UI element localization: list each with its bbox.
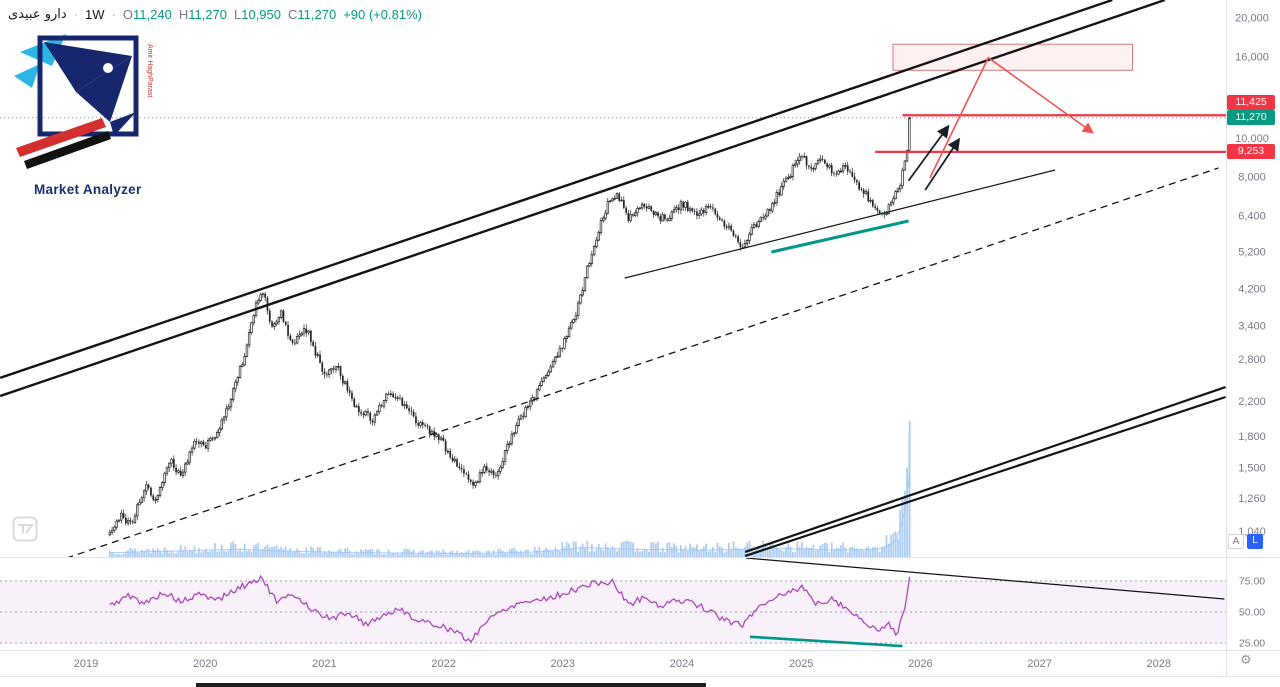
rsi-tick-label: 50.00 [1239, 607, 1265, 619]
high-value: 11,270 [188, 7, 227, 22]
candle-wicks [109, 117, 911, 537]
settings-icon[interactable]: ⚙ [1240, 652, 1252, 667]
channel-upper-inner[interactable] [0, 0, 1166, 398]
time-tick-label[interactable]: 2028 [1147, 658, 1171, 670]
ohlc-low: L 10,950 [234, 7, 281, 22]
open-label: O [122, 7, 134, 22]
auto-scale-button[interactable]: A [1228, 534, 1244, 549]
high-label: H [178, 7, 189, 22]
time-tick-label[interactable]: 2026 [908, 658, 932, 670]
price-tick-label: 1,500 [1238, 462, 1266, 474]
time-tick-label[interactable]: 2020 [193, 658, 217, 670]
black-arrow-2[interactable] [924, 137, 961, 191]
logo-title: Market Analyzer [34, 182, 142, 197]
symbol-name[interactable]: دارو عبیدی [8, 7, 67, 22]
time-tick-label[interactable]: 2027 [1027, 658, 1051, 670]
log-scale-button[interactable]: L [1247, 534, 1263, 549]
minor-trendline[interactable] [624, 169, 1056, 279]
timeframe-label[interactable]: 1W [85, 7, 105, 22]
price-tick-label: 2,200 [1238, 396, 1266, 408]
black-arrow-1[interactable] [907, 124, 950, 182]
time-tick-label[interactable]: 2024 [670, 658, 694, 670]
price-tick-label: 5,200 [1238, 247, 1266, 259]
volume-ma-line [109, 474, 910, 555]
low-value: 10,950 [241, 7, 281, 22]
bottom-edge-bar [196, 683, 706, 687]
last-price-badge[interactable]: 11,270 [1227, 110, 1275, 126]
rsi-tick-label: 25.00 [1239, 638, 1265, 650]
price-tick-label: 4,200 [1238, 284, 1266, 296]
time-tick-label[interactable]: 2022 [431, 658, 455, 670]
channel-upper-outer[interactable] [0, 0, 1113, 379]
teal-support-line[interactable] [771, 219, 909, 254]
price-tick-label: 1,800 [1238, 431, 1266, 443]
legend-separator: · [73, 7, 79, 22]
channel-lower-inner[interactable] [744, 395, 1226, 557]
candles-down [122, 156, 886, 524]
close-label: C [288, 7, 298, 22]
price-tick-label: 20,000 [1235, 13, 1269, 25]
time-tick-label[interactable]: 2025 [789, 658, 813, 670]
rsi-teal-line[interactable] [749, 635, 903, 648]
candles-up [108, 117, 911, 536]
ohlc-high: H 11,270 [179, 7, 227, 22]
projection-arrow[interactable] [929, 56, 1094, 179]
time-tick-label[interactable]: 2019 [74, 658, 98, 670]
price-tick-label: 3,400 [1238, 320, 1266, 332]
supply-zone[interactable] [892, 43, 1134, 71]
channel-lower-outer[interactable] [744, 386, 1226, 553]
price-level-badge-lower[interactable]: 9,253 [1227, 144, 1275, 160]
rsi-band [0, 581, 1226, 643]
low-label: L [234, 7, 242, 22]
symbol-legend[interactable]: دارو عبیدی · 1W · O 11,240 H 11,270 L 10,95… [8, 7, 422, 22]
price-tick-label: 16,000 [1235, 51, 1269, 63]
close-value: 11,270 [297, 7, 337, 22]
ohlc-open: O 11,240 [123, 7, 172, 22]
market-analyzer-logo: Amir HaghParast Market Analyzer [10, 30, 190, 197]
logo-side-text: Amir HaghParast [146, 44, 153, 97]
eagle-logo-graphic: Amir HaghParast [14, 34, 153, 169]
price-tick-label: 6,400 [1238, 210, 1266, 222]
dashed-midline[interactable] [55, 167, 1219, 562]
price-tick-label: 10,000 [1235, 133, 1269, 145]
legend-separator: · [111, 7, 116, 22]
price-tick-label: 8,000 [1238, 172, 1266, 184]
price-tick-label: 2,800 [1238, 354, 1266, 366]
price-change: +90 (+0.81%) [343, 7, 422, 22]
price-level-badge-upper[interactable]: 11,425 [1227, 95, 1275, 111]
rsi-tick-label: 75.00 [1239, 576, 1265, 588]
price-tick-label: 1,260 [1238, 493, 1266, 505]
time-tick-label[interactable]: 2021 [312, 658, 336, 670]
tradingview-watermark-logo [12, 516, 38, 547]
rsi-trendline[interactable] [746, 558, 1225, 600]
ohlc-close: C 11,270 [288, 7, 336, 22]
rsi-line [109, 574, 911, 643]
open-value: 11,240 [133, 7, 172, 22]
time-tick-label[interactable]: 2023 [551, 658, 575, 670]
